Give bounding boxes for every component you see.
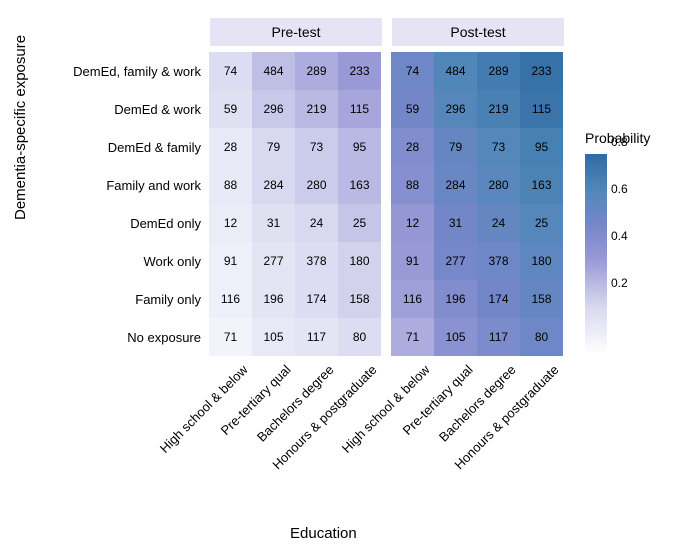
heatmap-cell: 117	[477, 318, 520, 356]
heatmap-cell: 79	[434, 128, 477, 166]
heatmap-cell: 115	[520, 90, 563, 128]
heatmap-cell: 25	[520, 204, 563, 242]
y-label: DemEd, family & work	[0, 52, 209, 90]
heatmap-cell: 88	[209, 166, 252, 204]
heatmap-cell: 284	[434, 166, 477, 204]
legend-bar	[585, 154, 607, 354]
heatmap-cell: 277	[434, 242, 477, 280]
heatmap-cell: 116	[209, 280, 252, 318]
y-label: Family only	[0, 280, 209, 318]
heatmap-cell: 233	[520, 52, 563, 90]
heatmap-cell: 79	[252, 128, 295, 166]
heatmap-cell: 296	[252, 90, 295, 128]
heatmap-cell: 24	[295, 204, 338, 242]
colorbar-legend: Probability 0.20.40.60.8	[585, 130, 665, 354]
heatmap-cell: 378	[477, 242, 520, 280]
heatmap-cell: 277	[252, 242, 295, 280]
heatmap-cell: 158	[520, 280, 563, 318]
y-label: Family and work	[0, 166, 209, 204]
heatmap-cell: 117	[295, 318, 338, 356]
heatmap-cell: 74	[209, 52, 252, 90]
heatmap-cell: 174	[477, 280, 520, 318]
heatmap-cell: 74	[391, 52, 434, 90]
heatmap-cell: 71	[391, 318, 434, 356]
heatmap-cell: 95	[520, 128, 563, 166]
legend-tick: 0.8	[611, 136, 628, 148]
heatmap-cell: 80	[520, 318, 563, 356]
y-label: Work only	[0, 242, 209, 280]
heatmap-cell: 71	[209, 318, 252, 356]
heatmap-cell: 31	[252, 204, 295, 242]
heatmap-cell: 91	[391, 242, 434, 280]
y-label: No exposure	[0, 318, 209, 356]
heatmap-cell: 105	[434, 318, 477, 356]
heatmap-cell: 12	[209, 204, 252, 242]
heatmap-cell: 105	[252, 318, 295, 356]
heatmap-cell: 196	[252, 280, 295, 318]
heatmap-cell: 59	[209, 90, 252, 128]
heatmap-cell: 289	[477, 52, 520, 90]
heatmap-cell: 219	[477, 90, 520, 128]
heatmap-cell: 59	[391, 90, 434, 128]
heatmap-cell: 280	[295, 166, 338, 204]
heatmap-cell: 196	[434, 280, 477, 318]
heatmap-cell: 219	[295, 90, 338, 128]
heatmap-cell: 25	[338, 204, 381, 242]
heatmap-cell: 28	[391, 128, 434, 166]
heatmap-cell: 28	[209, 128, 252, 166]
heatmap-cell: 163	[338, 166, 381, 204]
heatmap-cell: 158	[338, 280, 381, 318]
facet-header-pre: Pre-test	[210, 18, 382, 46]
heatmap-cell: 12	[391, 204, 434, 242]
legend-tick: 0.6	[611, 183, 628, 195]
y-label: DemEd & family	[0, 128, 209, 166]
heatmap-grid: DemEd, family & work74484289233744842892…	[0, 52, 563, 356]
heatmap-cell: 180	[338, 242, 381, 280]
heatmap-cell: 116	[391, 280, 434, 318]
y-label: DemEd only	[0, 204, 209, 242]
heatmap-cell: 484	[434, 52, 477, 90]
heatmap-cell: 280	[477, 166, 520, 204]
x-axis-title: Education	[290, 525, 357, 542]
heatmap-cell: 115	[338, 90, 381, 128]
heatmap-chart: Dementia-specific exposure Education Pre…	[0, 0, 685, 547]
heatmap-cell: 378	[295, 242, 338, 280]
heatmap-cell: 31	[434, 204, 477, 242]
heatmap-cell: 88	[391, 166, 434, 204]
heatmap-cell: 484	[252, 52, 295, 90]
heatmap-cell: 284	[252, 166, 295, 204]
heatmap-cell: 180	[520, 242, 563, 280]
legend-tick: 0.2	[611, 277, 628, 289]
heatmap-cell: 296	[434, 90, 477, 128]
heatmap-cell: 289	[295, 52, 338, 90]
facet-header-post: Post-test	[392, 18, 564, 46]
heatmap-cell: 24	[477, 204, 520, 242]
heatmap-cell: 80	[338, 318, 381, 356]
heatmap-cell: 95	[338, 128, 381, 166]
heatmap-cell: 174	[295, 280, 338, 318]
heatmap-cell: 163	[520, 166, 563, 204]
heatmap-cell: 233	[338, 52, 381, 90]
y-label: DemEd & work	[0, 90, 209, 128]
heatmap-cell: 91	[209, 242, 252, 280]
legend-tick: 0.4	[611, 230, 628, 242]
heatmap-cell: 73	[477, 128, 520, 166]
heatmap-cell: 73	[295, 128, 338, 166]
